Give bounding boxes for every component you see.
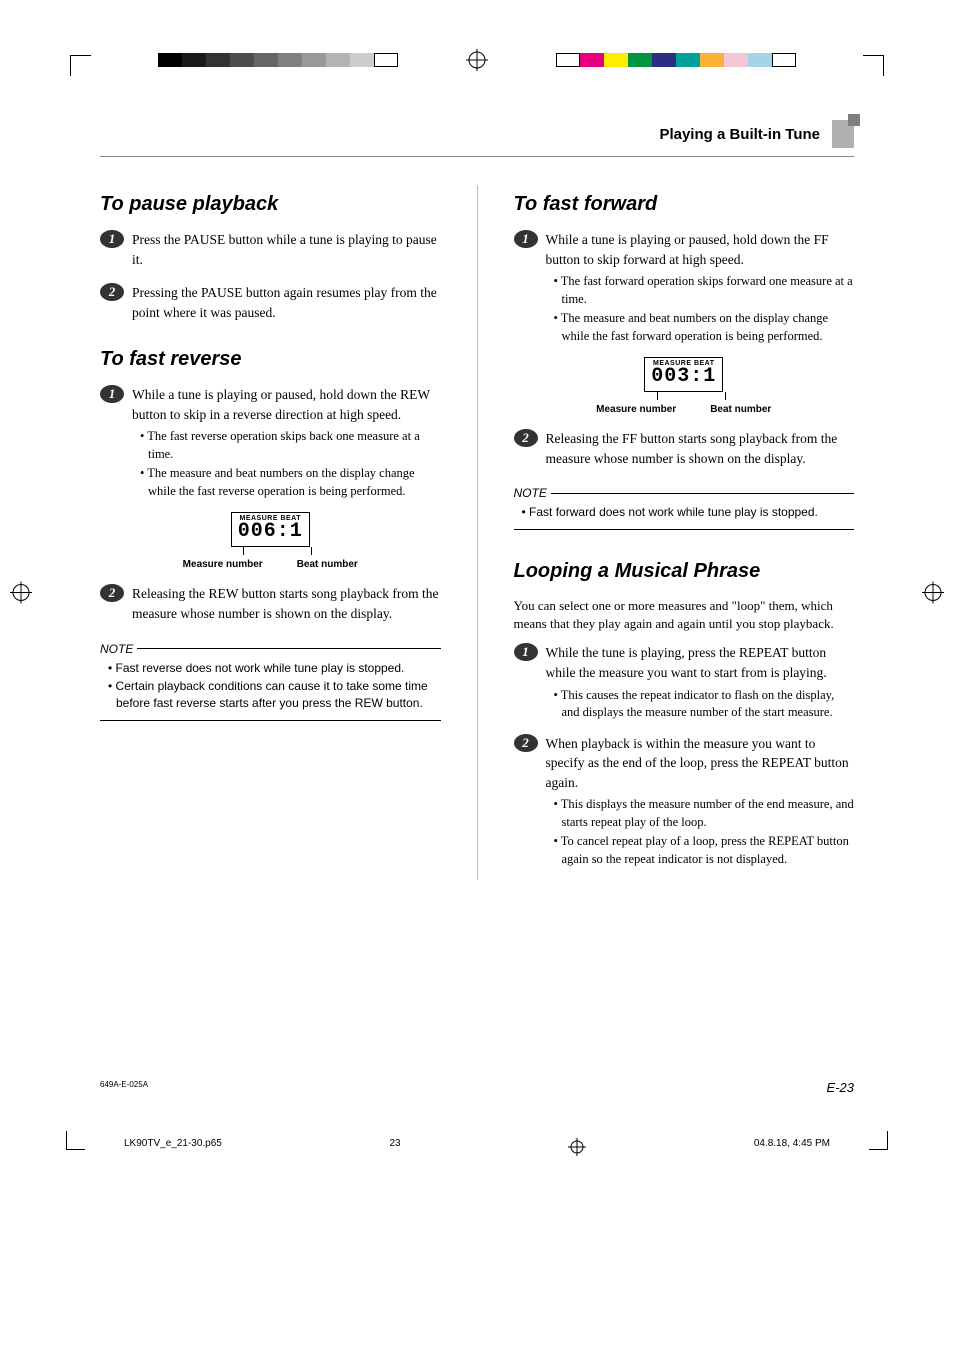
loop-intro: You can select one or more measures and … xyxy=(514,597,855,633)
step-text: Releasing the FF button starts song play… xyxy=(546,429,855,468)
step-text: When playback is within the measure you … xyxy=(546,734,855,793)
bullet: The measure and beat numbers on the disp… xyxy=(140,465,441,500)
registration-mark-right xyxy=(922,581,944,608)
header-decor-icon xyxy=(832,120,854,148)
diagram-caption-right: Beat number xyxy=(297,559,358,570)
step: 2 When playback is within the measure yo… xyxy=(514,734,855,871)
diagram-caption-left: Measure number xyxy=(183,559,263,570)
crop-mark-icon xyxy=(870,1135,894,1159)
note-label: NOTE xyxy=(100,642,133,656)
lcd-display-diagram: MEASURE BEAT 006:1 Measure numberBeat nu… xyxy=(100,512,441,570)
note-box: NOTE Fast reverse does not work while tu… xyxy=(100,642,441,721)
step-number-icon: 2 xyxy=(100,283,124,301)
note-rule xyxy=(514,529,855,530)
heading-forward: To fast forward xyxy=(514,193,855,216)
step: 1 Press the PAUSE button while a tune is… xyxy=(100,230,441,273)
bullet: The measure and beat numbers on the disp… xyxy=(554,310,855,345)
lcd-value: 003:1 xyxy=(651,367,716,387)
note-item: Certain playback conditions can cause it… xyxy=(108,678,441,712)
registration-mark-icon xyxy=(466,49,488,71)
header-rule xyxy=(100,156,854,157)
step-text: Press the PAUSE button while a tune is p… xyxy=(132,230,441,269)
heading-loop: Looping a Musical Phrase xyxy=(514,560,855,583)
step: 2 Pressing the PAUSE button again resume… xyxy=(100,283,441,326)
bullet: This displays the measure number of the … xyxy=(554,796,855,831)
step-number-icon: 2 xyxy=(514,734,538,752)
note-item: Fast forward does not work while tune pl… xyxy=(522,504,855,521)
printer-marks-top xyxy=(60,40,894,80)
step-number-icon: 1 xyxy=(514,230,538,248)
step-text: While the tune is playing, press the REP… xyxy=(546,643,855,682)
crop-mark-icon xyxy=(60,45,90,75)
step-text: While a tune is playing or paused, hold … xyxy=(546,230,855,269)
step: 1 While a tune is playing or paused, hol… xyxy=(514,230,855,347)
step: 1 While the tune is playing, press the R… xyxy=(514,643,855,723)
step-number-icon: 1 xyxy=(100,230,124,248)
lcd-value: 006:1 xyxy=(238,522,303,542)
step-number-icon: 1 xyxy=(100,385,124,403)
slug-page: 23 xyxy=(389,1138,400,1156)
step-number-icon: 2 xyxy=(100,584,124,602)
bullet: To cancel repeat play of a loop, press t… xyxy=(554,833,855,868)
bullet: This causes the repeat indicator to flas… xyxy=(554,687,855,722)
note-rule xyxy=(100,720,441,721)
printer-slug: LK90TV_e_21-30.p65 23 04.8.18, 4:45 PM xyxy=(60,1135,894,1159)
heading-reverse: To fast reverse xyxy=(100,348,441,371)
crop-mark-icon xyxy=(60,1135,84,1159)
right-column: To fast forward 1 While a tune is playin… xyxy=(514,185,855,880)
step: 1 While a tune is playing or paused, hol… xyxy=(100,385,441,502)
note-item: Fast reverse does not work while tune pl… xyxy=(108,660,441,677)
heading-pause: To pause playback xyxy=(100,193,441,216)
slug-date: 04.8.18, 4:45 PM xyxy=(754,1138,830,1156)
step-text: While a tune is playing or paused, hold … xyxy=(132,385,441,424)
crop-mark-icon xyxy=(864,45,894,75)
color-swatches xyxy=(556,53,796,67)
footer-code: 649A-E-025A xyxy=(100,1080,148,1095)
note-label: NOTE xyxy=(514,486,547,500)
step-text: Releasing the REW button starts song pla… xyxy=(132,584,441,623)
step-number-icon: 1 xyxy=(514,643,538,661)
registration-mark-left xyxy=(10,581,32,608)
left-column: To pause playback 1 Press the PAUSE butt… xyxy=(100,185,441,880)
footer-page: E-23 xyxy=(827,1080,854,1095)
note-box: NOTE Fast forward does not work while tu… xyxy=(514,486,855,530)
page-footer: 649A-E-025A E-23 xyxy=(100,1080,854,1095)
section-header: Playing a Built-in Tune xyxy=(659,126,820,143)
lcd-display-diagram: MEASURE BEAT 003:1 Measure numberBeat nu… xyxy=(514,357,855,415)
diagram-caption-left: Measure number xyxy=(596,404,676,415)
bullet: The fast forward operation skips forward… xyxy=(554,273,855,308)
grayscale-swatches xyxy=(158,53,398,67)
slug-file: LK90TV_e_21-30.p65 xyxy=(124,1138,222,1156)
step: 2 Releasing the REW button starts song p… xyxy=(100,584,441,627)
diagram-caption-right: Beat number xyxy=(710,404,771,415)
column-divider xyxy=(477,185,478,880)
registration-mark-icon xyxy=(568,1138,586,1156)
step-text: Pressing the PAUSE button again resumes … xyxy=(132,283,441,322)
bullet: The fast reverse operation skips back on… xyxy=(140,428,441,463)
step-number-icon: 2 xyxy=(514,429,538,447)
step: 2 Releasing the FF button starts song pl… xyxy=(514,429,855,472)
